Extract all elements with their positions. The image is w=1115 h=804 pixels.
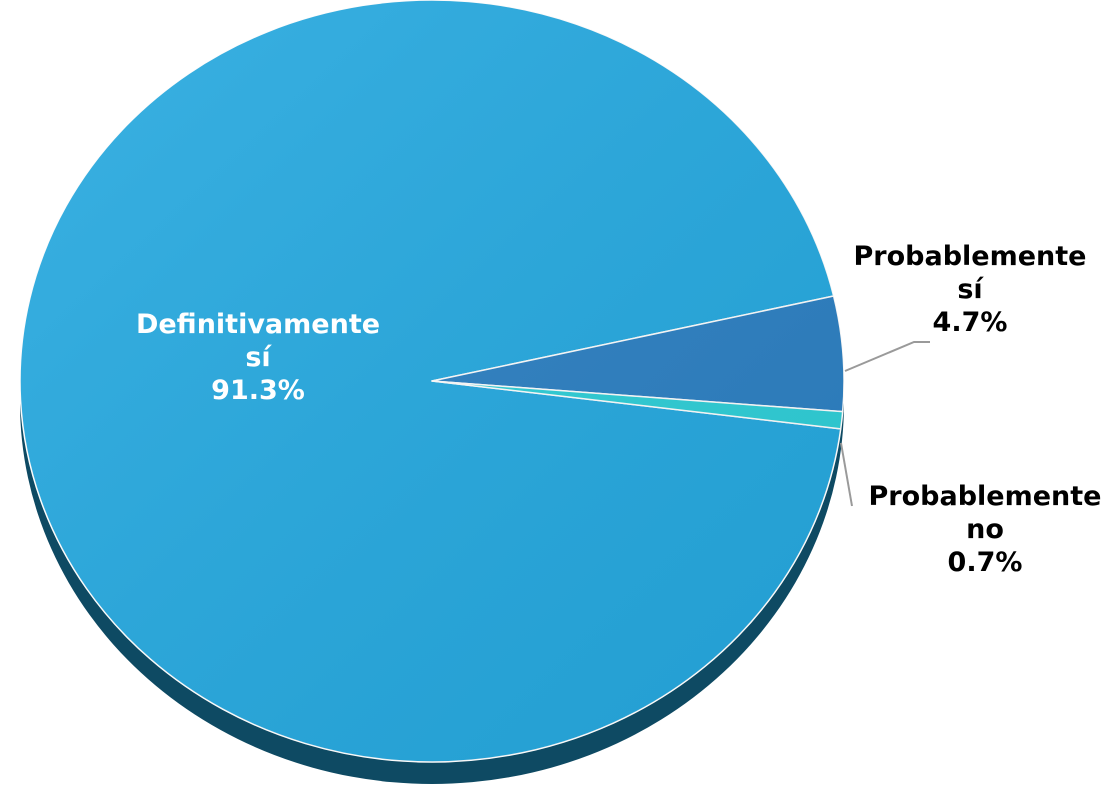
slice-percent-label: 91.3% [211, 375, 305, 406]
slice-category-label: Probablemente [854, 241, 1087, 272]
slice-category-label: sí [245, 342, 272, 373]
leader-line-probablemente-si [844, 341, 930, 372]
slice-category-label: Probablemente [869, 481, 1102, 512]
slice-percent-label: 4.7% [933, 307, 1008, 338]
pie-slices [19, 0, 845, 763]
leader-line-probablemente-no [840, 442, 853, 507]
slice-category-label: Definitivamente [136, 309, 380, 340]
slice-category-label: no [966, 514, 1004, 545]
slice-labels: Definitivamentesí91.3%Probablementesí4.7… [136, 241, 1102, 578]
slice-category-label: sí [957, 274, 984, 305]
slice-percent-label: 0.7% [948, 547, 1023, 578]
leader-lines [840, 341, 930, 507]
